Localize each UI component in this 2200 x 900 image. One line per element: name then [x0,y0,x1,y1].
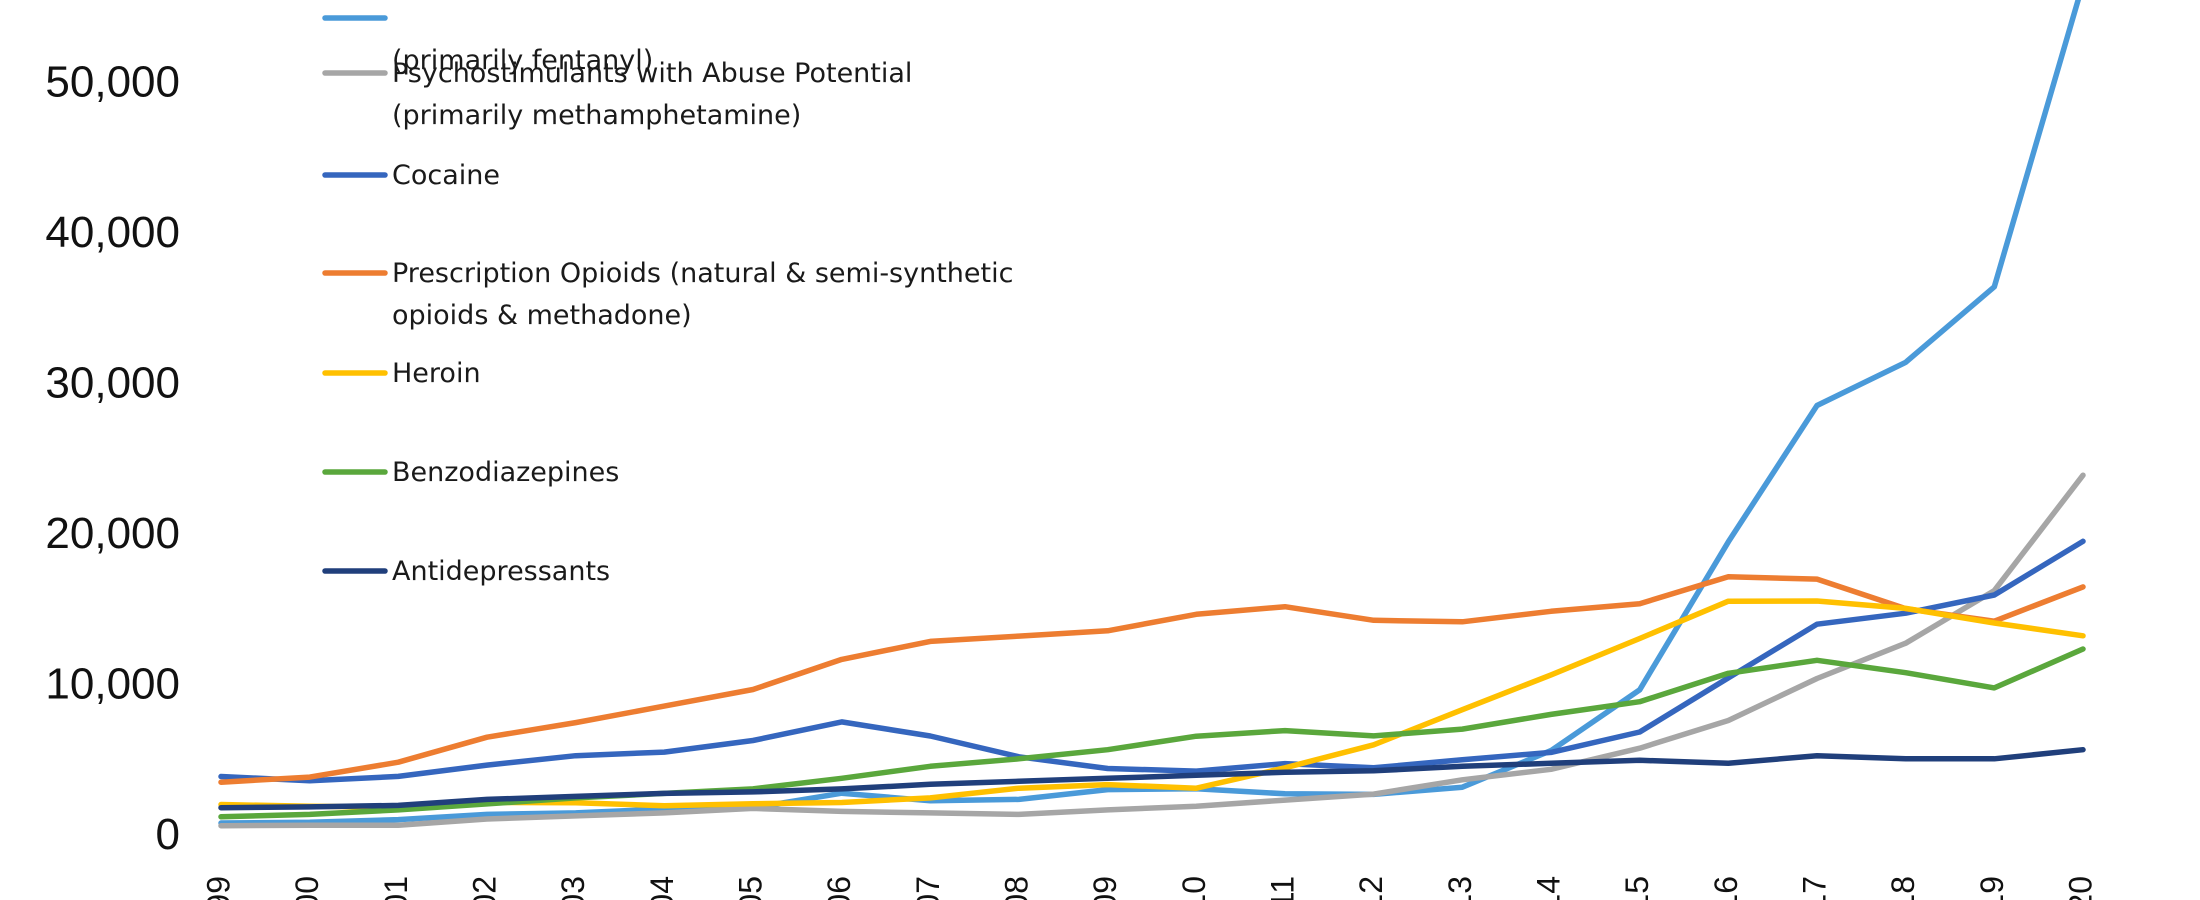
x-tick-label: 12 [1353,876,1389,900]
x-tick-label: 06 [821,876,857,900]
x-tick-label: 07 [910,876,946,900]
y-tick-label: 10,000 [45,660,180,709]
legend-label: Cocaine [392,160,500,191]
x-tick-label: 17 [1796,876,1832,900]
x-tick-label: 10 [1176,876,1212,900]
x-tick-label: 08 [998,876,1034,900]
y-tick-label: 50,000 [45,58,180,107]
axis-layer: 0 10,000 20,000 30,000 40,000 50,000 99 00 01 02 0… [45,58,2098,900]
y-tick-label: 30,000 [45,359,180,408]
x-tick-label: 05 [732,876,768,900]
series-line-antidepressants [218,746,2086,811]
x-tick-label: 15 [1619,876,1655,900]
legend: (primarily fentanyl)Psychostimulants wit… [322,15,1013,587]
x-tick-label: 00 [289,876,325,900]
x-tick-label: 04 [644,876,680,900]
legend-label: opioids & methadone) [392,300,692,331]
x-tick-label: 01 [378,876,414,900]
legend-item-heroin: Heroin [322,358,481,389]
legend-item-psychostimulants-with-abuse-potential: Psychostimulants with Abuse Potential (pr… [322,58,912,131]
series-line-psychostimulants-with-abuse-potential [218,472,2086,829]
x-tick-label: 09 [1087,876,1123,900]
legend-label: (primarily methamphetamine) [392,100,801,131]
legend-label: (primarily fentanyl) [392,45,653,76]
y-tick-label: 40,000 [45,208,180,257]
x-tick-label: 02 [466,876,502,900]
legend-item-benzodiazepines: Benzodiazepines [322,457,619,488]
series-line-prescription-opioids-natural-semi-synthetic [218,574,2086,785]
y-tick-label: 20,000 [45,509,180,558]
x-tick-label: 03 [555,876,591,900]
series-line-benzodiazepines [218,646,2086,820]
x-tick-label: 13 [1442,876,1478,900]
x-tick-label: 19 [1974,876,2010,900]
x-tick-label: 20 [2062,876,2098,900]
x-tick-label: 11 [1264,876,1300,900]
x-tick-label: 16 [1708,876,1744,900]
legend-label: Benzodiazepines [392,457,619,488]
legend-item-antidepressants: Antidepressants [322,556,610,587]
legend-item-prescription-opioids-natural-semi-synthetic: Prescription Opioids (natural & semi-syn… [322,258,1013,331]
legend-label: Prescription Opioids (natural & semi-syn… [392,258,1013,289]
legend-label: Psychostimulants with Abuse Potential [392,58,912,89]
legend-item-primarily-fentanyl: (primarily fentanyl) [322,15,653,76]
x-tick-label: 99 [200,876,236,900]
x-tick-label: 14 [1530,876,1566,900]
legend-label: Heroin [392,358,481,389]
legend-item-cocaine: Cocaine [322,160,500,191]
y-tick-label: 0 [156,810,180,859]
series-line-cocaine [218,538,2086,784]
legend-label: Antidepressants [392,556,610,587]
x-tick-label: 18 [1885,876,1921,900]
series-layer [218,0,2086,829]
